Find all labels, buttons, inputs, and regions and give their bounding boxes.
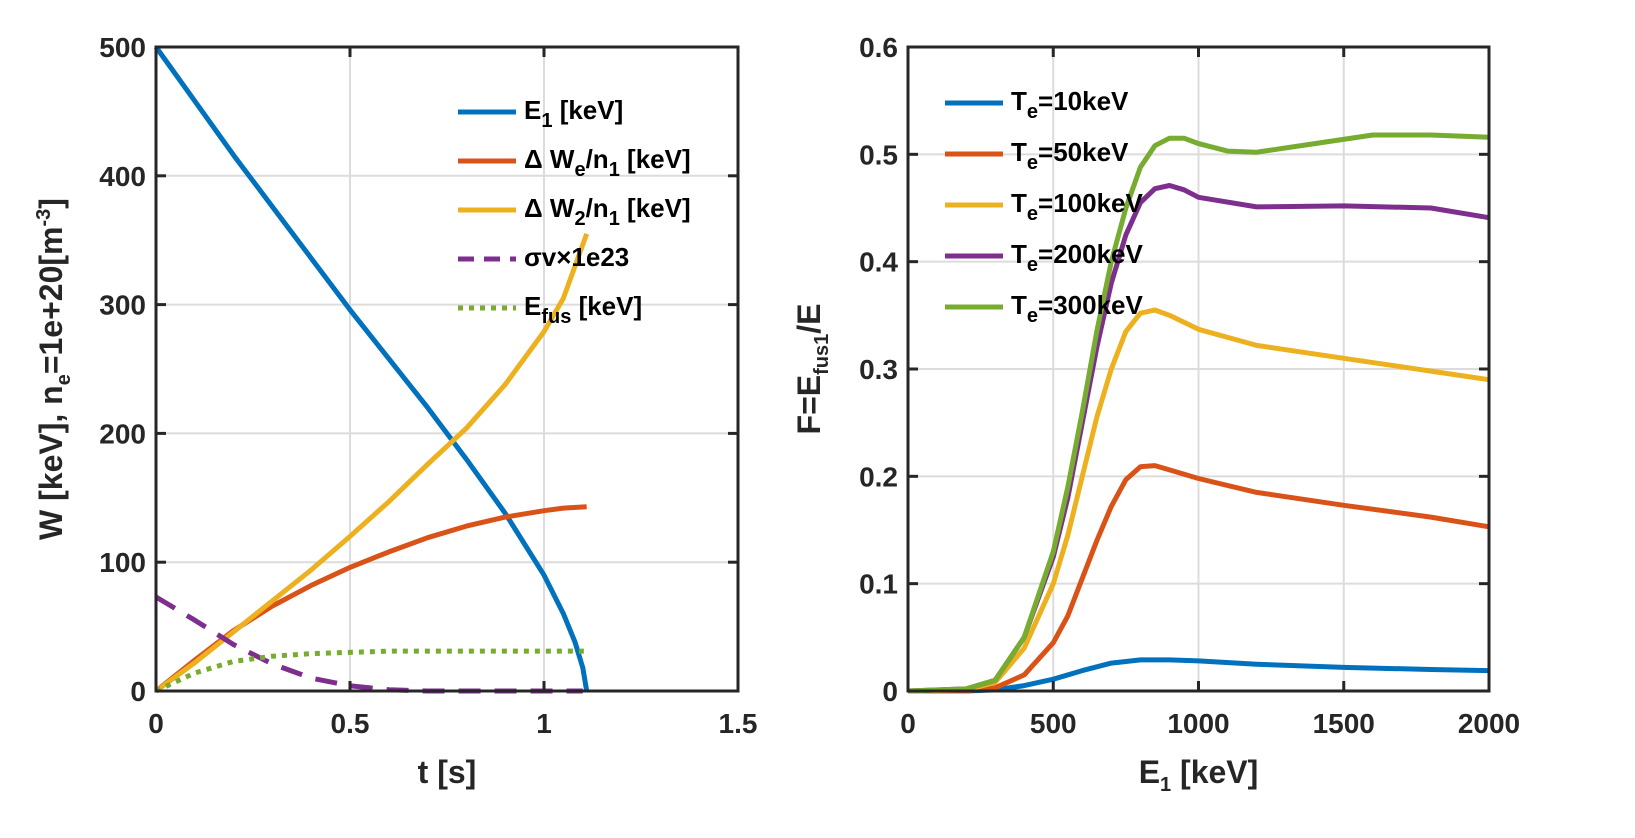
left-ytick-label-3: 300 (99, 290, 146, 321)
right-xtick-label-3: 1500 (1313, 708, 1375, 739)
right-series-1 (908, 463, 1490, 694)
right-ytick-label-4: 0.4 (859, 247, 898, 278)
right-ytick-label-3: 0.3 (859, 354, 898, 385)
left-series-0 (153, 45, 590, 692)
left-legend-label-2: Δ W2/n1 [keV] (524, 193, 691, 230)
right-ytick-label-5: 0.5 (859, 139, 898, 170)
right-ytick-label-0: 0 (882, 676, 898, 707)
left-ytick-label-5: 500 (99, 32, 146, 63)
left-xlabel: t [s] (418, 754, 477, 790)
left-ytick-label-2: 200 (99, 418, 146, 449)
right-ytick-label-6: 0.6 (859, 32, 898, 63)
right-legend: Te=10keV Te=50keV Te=100keV Te=200keV Te=300… (945, 86, 1143, 327)
left-legend: E1 [keV] Δ We/n1 [keV] Δ W2/n1 [keV] σv×1e2… (458, 95, 691, 328)
right-ytick-label-1: 0.1 (859, 569, 898, 600)
right-xlabel: E1 [keV] (1139, 754, 1259, 796)
right-legend-label-4: Te=300keV (1011, 290, 1143, 327)
right-legend-label-1: Te=50keV (1011, 137, 1129, 174)
right-xtick-label-2: 1000 (1167, 708, 1229, 739)
right-legend-label-0: Te=10keV (1011, 86, 1129, 123)
right-chart: 0 500 1000 1500 2000 0 0.1 0.2 0.3 0.4 0.5 0.6 E1 [k… (791, 32, 1520, 796)
left-ytick-label-4: 400 (99, 161, 146, 192)
right-xtick-label-0: 0 (900, 708, 916, 739)
left-xtick-label-1: 0.5 (331, 708, 370, 739)
left-xtick-label-0: 0 (148, 708, 164, 739)
left-legend-label-0: E1 [keV] (524, 95, 623, 132)
left-chart: 0 0.5 1 1.5 0 100 200 300 400 500 t [s] W [keV], ne… (33, 32, 757, 790)
right-series-4 (907, 132, 1490, 694)
right-series-0 (908, 657, 1490, 694)
right-legend-label-3: Te=200keV (1011, 239, 1143, 276)
right-series-2 (907, 307, 1490, 694)
right-ylabel: F=Efus1/E (791, 304, 833, 435)
left-legend-label-1: Δ We/n1 [keV] (524, 144, 691, 181)
left-ylabel: W [keV], ne=1e+20[m-3] (33, 198, 75, 540)
right-xtick-label-4: 2000 (1458, 708, 1520, 739)
left-axes-box (154, 45, 740, 693)
left-xtick-label-3: 1.5 (719, 708, 758, 739)
left-legend-label-3: σv×1e23 (524, 242, 629, 272)
left-xtick-label-2: 1 (536, 708, 552, 739)
right-legend-label-2: Te=100keV (1011, 188, 1143, 225)
left-legend-label-4: Efus [keV] (524, 291, 642, 328)
right-ytick-label-2: 0.2 (859, 461, 898, 492)
left-ytick-label-0: 0 (130, 676, 146, 707)
left-series-2 (154, 232, 590, 694)
right-xtick-label-1: 500 (1030, 708, 1077, 739)
left-ytick-label-1: 100 (99, 547, 146, 578)
